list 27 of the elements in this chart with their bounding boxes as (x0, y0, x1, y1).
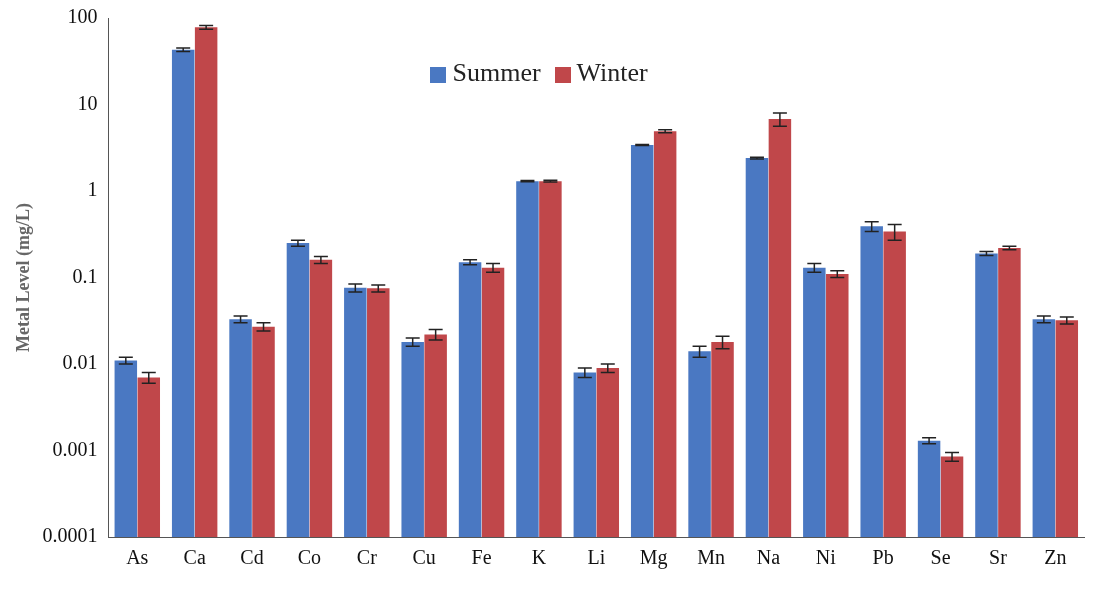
x-tick-label: As (126, 546, 149, 569)
y-tick-label: 0.01 (62, 351, 98, 374)
y-tick-label: 0.1 (72, 264, 98, 287)
x-tick-label: Cd (240, 546, 264, 569)
y-tick-label: 10 (77, 91, 98, 114)
x-tick-label: K (531, 546, 547, 569)
x-tick-label: Ni (815, 546, 837, 569)
x-tick-label: Li (587, 546, 606, 569)
legend-label: Summer (452, 58, 541, 87)
x-tick-label: Ca (183, 546, 206, 569)
x-tick-label: Cu (412, 546, 436, 569)
y-tick-label: 0.0001 (42, 524, 98, 547)
legend-label: Winter (576, 58, 648, 87)
y-tick-label: 1 (87, 178, 98, 201)
x-tick-label: Fe (471, 546, 492, 569)
x-tick-label: Co (297, 546, 322, 569)
x-tick-label: Mg (639, 546, 668, 570)
y-axis-title: Metal Level (mg/L) (13, 203, 35, 352)
x-tick-label: Se (930, 546, 951, 569)
x-tick-label: Cr (356, 546, 378, 569)
x-tick-label: Mn (697, 546, 725, 569)
x-tick-label: Na (756, 546, 781, 569)
x-tick-label: Sr (989, 546, 1008, 569)
x-tick-label: Pb (872, 546, 894, 569)
y-tick-label: 0.001 (52, 437, 98, 460)
y-tick-label: 100 (67, 5, 98, 28)
x-tick-label: Zn (1044, 546, 1067, 569)
